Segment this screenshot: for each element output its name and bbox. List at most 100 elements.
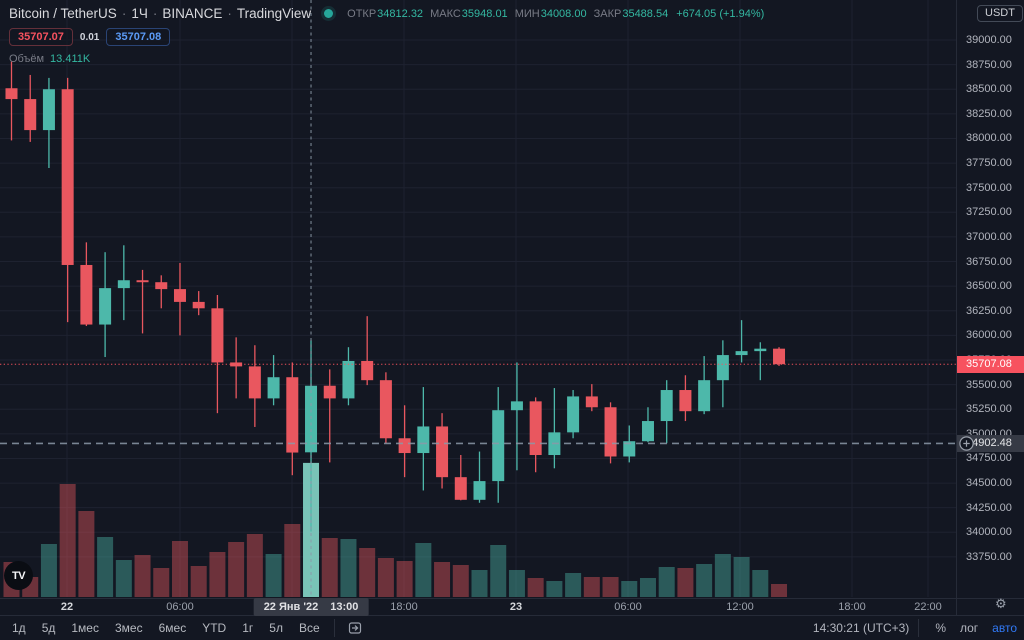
volume-bar[interactable] [78,511,95,597]
volume-bar[interactable] [527,578,544,597]
candle[interactable] [267,377,280,399]
currency-unit-button[interactable]: USDT [977,5,1023,22]
volume-bar[interactable] [134,555,151,597]
candle[interactable] [679,390,692,412]
candle[interactable] [754,348,767,352]
candle[interactable] [417,426,430,454]
clock-timezone-button[interactable]: 14:30:21 (UTC+3) [812,621,910,635]
range-button-1m[interactable]: 1мес [71,621,99,635]
volume-bar[interactable] [59,484,76,597]
time-axis-gear-icon[interactable]: ⚙ [995,597,1007,612]
candle[interactable] [5,88,18,100]
volume-bar[interactable] [714,554,731,597]
log-scale-toggle[interactable]: лог [959,621,979,635]
candle[interactable] [230,362,243,367]
candle[interactable] [42,89,55,131]
candle[interactable] [248,366,261,399]
candle[interactable] [192,301,205,309]
candle[interactable] [698,380,711,412]
volume-bar[interactable] [246,534,263,597]
volume-bar[interactable] [508,570,525,597]
volume-bar[interactable] [733,557,750,597]
volume-bar[interactable] [190,566,207,597]
candle[interactable] [529,401,542,456]
candle[interactable] [117,280,130,289]
range-button-1y[interactable]: 1г [242,621,254,635]
candle[interactable] [436,426,449,478]
volume-bar[interactable] [321,538,338,597]
candle[interactable] [80,264,93,325]
candle[interactable] [660,390,673,422]
candle[interactable] [473,481,486,500]
volume-bar[interactable] [171,541,188,597]
candle[interactable] [641,421,654,442]
volume-bar[interactable] [639,578,656,597]
candle[interactable] [24,99,37,131]
candle[interactable] [286,377,299,453]
candle[interactable] [567,396,580,433]
volume-bar[interactable] [228,542,245,597]
tradingview-logo[interactable]: TV [4,561,33,590]
range-button-all[interactable]: Все [298,621,320,635]
candle[interactable] [585,396,598,408]
candle[interactable] [604,407,617,457]
volume-bar[interactable] [359,548,376,597]
market-status-dot-icon[interactable] [324,9,334,18]
range-button-1d[interactable]: 1д [12,621,26,635]
symbol-name[interactable]: Bitcoin / TetherUS [9,6,117,21]
volume-bar[interactable] [265,554,282,597]
range-button-5d[interactable]: 5д [41,621,56,635]
volume-bar[interactable] [658,567,675,597]
volume-bar[interactable] [284,524,301,597]
add-alert-plus-icon[interactable] [958,435,975,457]
buy-button[interactable]: 35707.08 [106,28,171,46]
candle[interactable] [211,308,224,363]
candle[interactable] [510,401,523,411]
candle[interactable] [136,280,149,283]
volume-bar[interactable] [471,570,488,597]
candle[interactable] [61,89,74,265]
candle[interactable] [623,441,636,457]
volume-bar[interactable] [396,561,413,597]
candle[interactable] [454,477,467,500]
volume-bar[interactable] [340,539,357,597]
percent-scale-toggle[interactable]: % [935,621,946,635]
volume-bar[interactable] [434,562,451,597]
volume-bar[interactable] [546,581,563,597]
candle[interactable] [361,360,374,381]
volume-bar[interactable] [677,568,694,597]
candle[interactable] [379,380,392,439]
volume-bar[interactable] [97,537,114,597]
candle[interactable] [342,360,355,399]
volume-bar[interactable] [415,543,432,597]
candle[interactable] [173,289,186,302]
volume-bar[interactable] [621,581,638,597]
volume-bar[interactable] [752,570,769,597]
interval-label[interactable]: 1Ч [131,6,148,21]
range-button-6m[interactable]: 6мес [158,621,187,635]
candle[interactable] [305,385,318,453]
volume-bar[interactable] [40,544,57,597]
candle[interactable] [735,351,748,356]
candle[interactable] [99,288,112,325]
volume-bar[interactable] [209,552,226,597]
candle[interactable] [492,410,505,482]
candle[interactable] [155,282,168,290]
volume-bar[interactable] [115,560,132,597]
go-to-date-button[interactable] [341,620,370,636]
candle[interactable] [323,385,336,399]
candle[interactable] [716,355,729,381]
candle[interactable] [398,438,411,454]
volume-bar[interactable] [602,577,619,597]
candle[interactable] [773,348,786,365]
volume-bar[interactable] [452,565,469,597]
sell-button[interactable]: 35707.07 [9,28,73,46]
range-button-ytd[interactable]: YTD [202,621,227,635]
volume-bar[interactable] [771,584,788,597]
volume-bar[interactable] [490,545,507,597]
range-button-5y[interactable]: 5л [269,621,283,635]
volume-bar[interactable] [583,577,600,597]
volume-bar[interactable] [377,558,394,597]
range-button-3m[interactable]: 3мес [114,621,143,635]
